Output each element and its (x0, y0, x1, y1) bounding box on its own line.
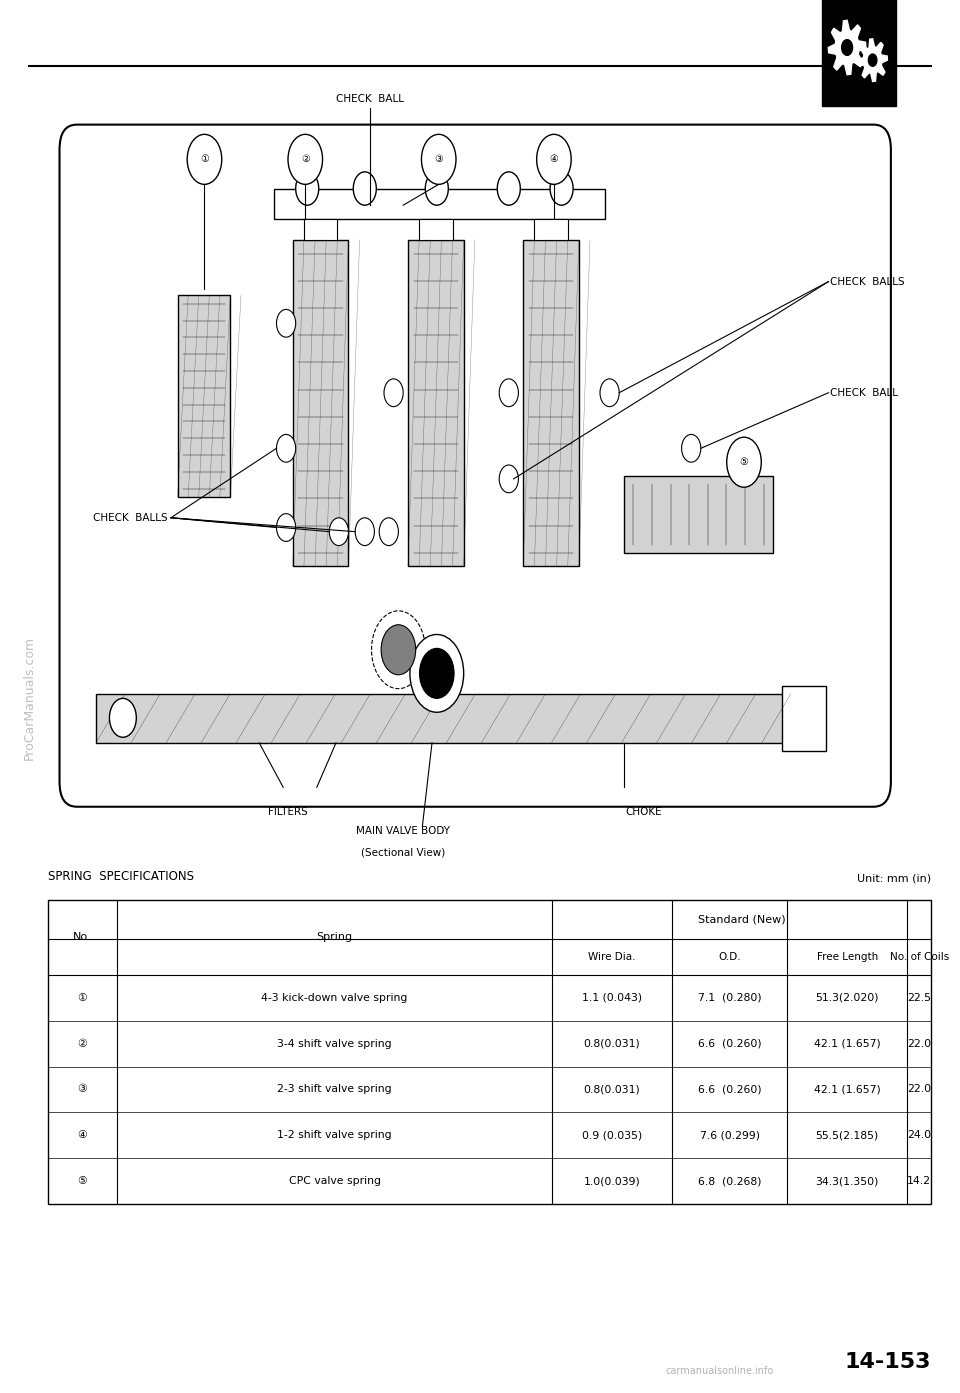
Text: CHOKE: CHOKE (625, 807, 661, 816)
Circle shape (355, 518, 374, 546)
Circle shape (379, 518, 398, 546)
Circle shape (497, 171, 520, 205)
Bar (96, 694, 797, 742)
Text: ProCarManuals.com: ProCarManuals.com (22, 637, 36, 761)
Circle shape (353, 171, 376, 205)
Text: 34.3(1.350): 34.3(1.350) (815, 1176, 879, 1187)
Text: ④: ④ (78, 1130, 87, 1141)
Text: No.: No. (73, 932, 92, 942)
Circle shape (410, 634, 464, 712)
Text: 1-2 shift valve spring: 1-2 shift valve spring (277, 1130, 392, 1141)
Text: (Sectional View): (Sectional View) (361, 847, 445, 857)
Circle shape (288, 134, 323, 184)
Text: 22.0: 22.0 (907, 1039, 931, 1049)
Text: CPC valve spring: CPC valve spring (289, 1176, 380, 1187)
Circle shape (499, 465, 518, 493)
Text: 55.5(2.185): 55.5(2.185) (816, 1130, 878, 1141)
Bar (48, 900, 931, 1204)
Text: 7.1  (0.280): 7.1 (0.280) (698, 993, 761, 1003)
Text: ③: ③ (434, 155, 444, 164)
Text: Standard (New): Standard (New) (698, 914, 785, 925)
Text: O.D.: O.D. (718, 951, 741, 961)
Text: 14.2: 14.2 (907, 1176, 931, 1187)
Text: CHECK  BALLS: CHECK BALLS (830, 277, 905, 287)
Text: 6.6  (0.260): 6.6 (0.260) (698, 1084, 761, 1095)
Bar (420, 219, 452, 240)
Bar (274, 188, 605, 219)
Text: SPRING  SPECIFICATIONS: SPRING SPECIFICATIONS (48, 871, 194, 883)
Bar (782, 685, 826, 751)
Text: ⑤: ⑤ (739, 457, 749, 467)
Text: Unit: mm (in): Unit: mm (in) (857, 873, 931, 883)
FancyBboxPatch shape (60, 124, 891, 807)
Circle shape (727, 437, 761, 488)
Text: CHECK  BALL: CHECK BALL (830, 387, 899, 398)
Text: 0.9 (0.035): 0.9 (0.035) (582, 1130, 642, 1141)
Circle shape (600, 379, 619, 407)
Circle shape (499, 379, 518, 407)
Circle shape (421, 134, 456, 184)
Bar (293, 240, 348, 567)
Text: CHECK  BALLS: CHECK BALLS (93, 513, 168, 522)
Circle shape (381, 624, 416, 674)
Circle shape (276, 309, 296, 337)
Text: Spring: Spring (317, 932, 352, 942)
Polygon shape (858, 39, 887, 82)
Text: ①: ① (200, 155, 209, 164)
Text: ③: ③ (78, 1084, 87, 1095)
Bar (523, 240, 579, 567)
Text: 22.0: 22.0 (907, 1084, 931, 1095)
Text: 22.5: 22.5 (907, 993, 931, 1003)
Circle shape (682, 435, 701, 462)
Text: 51.3(2.020): 51.3(2.020) (815, 993, 879, 1003)
Circle shape (842, 39, 852, 56)
Circle shape (425, 171, 448, 205)
Text: 3-4 shift valve spring: 3-4 shift valve spring (277, 1039, 392, 1049)
Text: Free Length: Free Length (817, 951, 877, 961)
Text: 0.8(0.031): 0.8(0.031) (584, 1039, 640, 1049)
Text: ①: ① (78, 993, 87, 1003)
Circle shape (550, 171, 573, 205)
Text: 42.1 (1.657): 42.1 (1.657) (814, 1084, 880, 1095)
Text: 4-3 kick-down valve spring: 4-3 kick-down valve spring (261, 993, 408, 1003)
Text: carmanualsonline.info: carmanualsonline.info (666, 1367, 774, 1376)
Bar (408, 240, 464, 567)
Text: 7.6 (0.299): 7.6 (0.299) (700, 1130, 759, 1141)
Text: Wire Dia.: Wire Dia. (588, 951, 636, 961)
Circle shape (296, 171, 319, 205)
Text: 2-3 shift valve spring: 2-3 shift valve spring (277, 1084, 392, 1095)
Circle shape (537, 134, 571, 184)
Text: 6.6  (0.260): 6.6 (0.260) (698, 1039, 761, 1049)
Text: 42.1 (1.657): 42.1 (1.657) (814, 1039, 880, 1049)
Text: 14-153: 14-153 (845, 1353, 931, 1372)
Text: 24.0: 24.0 (907, 1130, 931, 1141)
Circle shape (869, 54, 876, 67)
Text: MAIN VALVE BODY: MAIN VALVE BODY (356, 826, 450, 836)
Text: ②: ② (300, 155, 310, 164)
Circle shape (276, 514, 296, 542)
Text: 6.8  (0.268): 6.8 (0.268) (698, 1176, 761, 1187)
Circle shape (276, 435, 296, 462)
Text: ②: ② (78, 1039, 87, 1049)
Text: ⑤: ⑤ (78, 1176, 87, 1187)
Circle shape (420, 648, 454, 698)
Bar (535, 219, 567, 240)
Text: 1.1 (0.043): 1.1 (0.043) (582, 993, 642, 1003)
Bar (624, 476, 773, 553)
Circle shape (187, 134, 222, 184)
Circle shape (329, 518, 348, 546)
Circle shape (109, 698, 136, 737)
Text: No. of Coils: No. of Coils (890, 951, 948, 961)
Text: 1.0(0.039): 1.0(0.039) (584, 1176, 640, 1187)
Text: CHECK  BALL: CHECK BALL (336, 93, 403, 104)
Circle shape (384, 379, 403, 407)
FancyBboxPatch shape (822, 0, 897, 106)
Text: ④: ④ (549, 155, 559, 164)
Text: 0.8(0.031): 0.8(0.031) (584, 1084, 640, 1095)
Text: FILTERS: FILTERS (268, 807, 308, 816)
Polygon shape (828, 21, 866, 75)
Bar (304, 219, 337, 240)
Bar (178, 295, 230, 497)
